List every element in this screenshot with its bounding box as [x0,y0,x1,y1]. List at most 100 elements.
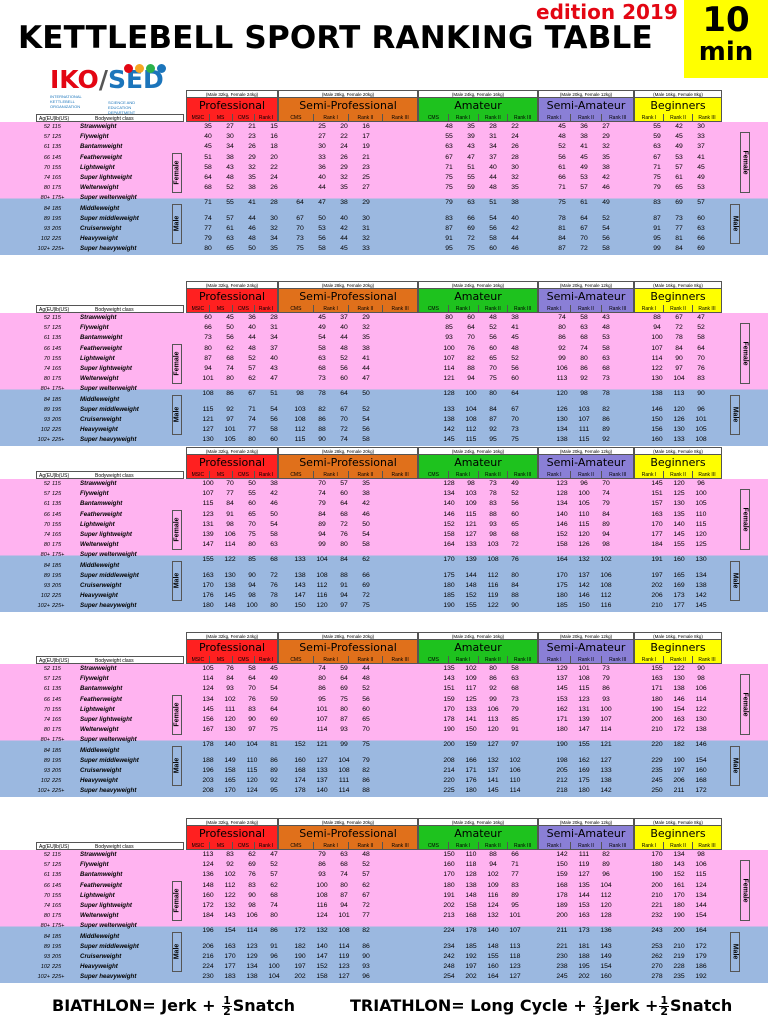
rank-value: 124 [246,787,258,795]
rank-value: 100 [651,334,663,342]
rank-column-label: Rank I [313,114,349,122]
fraction-denominator: 3 [594,1005,603,1018]
rank-value: 88 [467,365,475,372]
weight-us: 175+ [52,923,65,930]
weight-us: 225+ [52,437,65,444]
rank-value: 74 [270,902,278,909]
rank-column-headers: CMS Rank I Rank II Rank III [418,471,538,479]
rank-value: 115 [465,510,477,518]
rank-value: 78 [675,334,683,342]
rank-value: 133 [289,555,311,565]
male-label: Male [731,407,739,423]
female-marker-right: Female [740,860,750,922]
rank-value: 46 [248,225,256,232]
category-header: (Male 28kg, Female 20kg) Semi-Professiona… [278,90,418,114]
rank-value: 145 [487,787,499,795]
rank-value: 69 [697,245,705,253]
rank-value: 45 [270,665,278,672]
rank-value: 183 [224,973,236,981]
rank-value: 38 [248,184,256,192]
rank-value: 47 [270,851,278,858]
rank-column-label: MS [209,471,233,479]
rank-value: 35 [270,245,278,253]
weight-us: 205 [52,583,62,589]
rank-value: 138 [294,571,306,579]
rank-value: 33 [362,245,370,253]
weight-eu: 70 [43,892,50,899]
rank-value: 30 [697,123,705,130]
category-label: Semi-Amateur [539,455,633,471]
rank-value: 135 [578,881,590,889]
rank-value: 58 [602,245,610,253]
rank-value: 170 [673,891,685,899]
rank-value: 59 [467,184,475,192]
rank-value: 35 [467,123,475,130]
rank-value: 30 [226,133,234,141]
rank-value: 138 [600,777,612,785]
rank-value: 146 [690,740,712,750]
rank-value: 142 [443,426,455,434]
rank-value: 190 [551,740,573,750]
rank-value: 94 [602,531,610,538]
rank-value: 83 [248,881,256,889]
rank-value: 71 [653,163,661,171]
weight-eu: 102 [40,427,50,434]
rank-value: 45 [318,314,326,321]
rank-value: 69 [362,582,370,589]
rank-column-label: Rank I [448,842,479,850]
rank-value: 36 [248,314,256,321]
rank-value: 65 [489,354,497,362]
rank-value: 175 [443,571,455,579]
rank-value: 114 [241,926,263,936]
rank-value: 38 [226,153,234,161]
weight-us: 185 [52,396,62,403]
rank-value: 73 [511,426,519,434]
rank-value: 170 [443,871,455,879]
rank-value: 138 [443,416,455,423]
rank-value: 144 [465,571,477,579]
rank-value: 147 [578,726,590,734]
rank-column-label: Rank II [348,114,384,122]
rank-value: 88 [489,851,497,858]
rank-value: 60 [511,375,519,383]
rank-value: 44 [489,174,497,181]
weight-class-name: Heavyweight [80,777,118,785]
category-label: Amateur [419,455,537,471]
weight-class-header: Ag(EU) lb(US) Bodyweight class [36,656,184,664]
rank-value: 89 [318,520,326,528]
rank-value: 90 [690,389,712,399]
rank-value: 75 [511,436,519,444]
rank-value: 192 [695,973,707,981]
rank-value: 152 [465,592,477,600]
rank-column-label: Rank II [478,114,509,122]
rank-value: 146 [578,592,590,600]
rank-value: 101 [695,416,707,423]
rank-value: 56 [226,334,234,342]
rank-value: 200 [651,716,663,723]
rank-value: 90 [248,571,256,579]
rank-value: 99 [489,695,497,703]
category-weights: (Male 20kg, Female 12kg) [539,633,633,640]
category-weights: (Male 20kg, Female 12kg) [539,819,633,826]
weight-us: 205 [52,768,62,774]
rank-value: 60 [489,245,497,253]
triathlon-formula-mid: Jerk + [604,996,659,1015]
weight-eu: 57 [43,491,50,498]
rank-value: 64 [467,324,475,332]
rank-value: 94 [340,902,348,909]
rank-value: 103 [578,405,590,413]
rank-value: 155 [487,953,499,960]
category-weights: (Male 20kg, Female 12kg) [539,448,633,455]
weight-eu: 102 [40,236,50,243]
rank-value: 29 [355,198,377,208]
rank-value: 230 [556,953,568,960]
rank-column-label: CMS [232,114,256,122]
rank-value: 124 [695,881,707,889]
female-marker: Female [172,694,182,736]
rank-value: 142 [556,851,568,858]
rank-column-headers: MSIC MS CMS Rank I [186,656,278,664]
rank-value: 145 [443,436,455,444]
rank-value: 60 [340,375,348,383]
rank-value: 216 [202,953,214,960]
rank-value: 100 [246,602,258,610]
